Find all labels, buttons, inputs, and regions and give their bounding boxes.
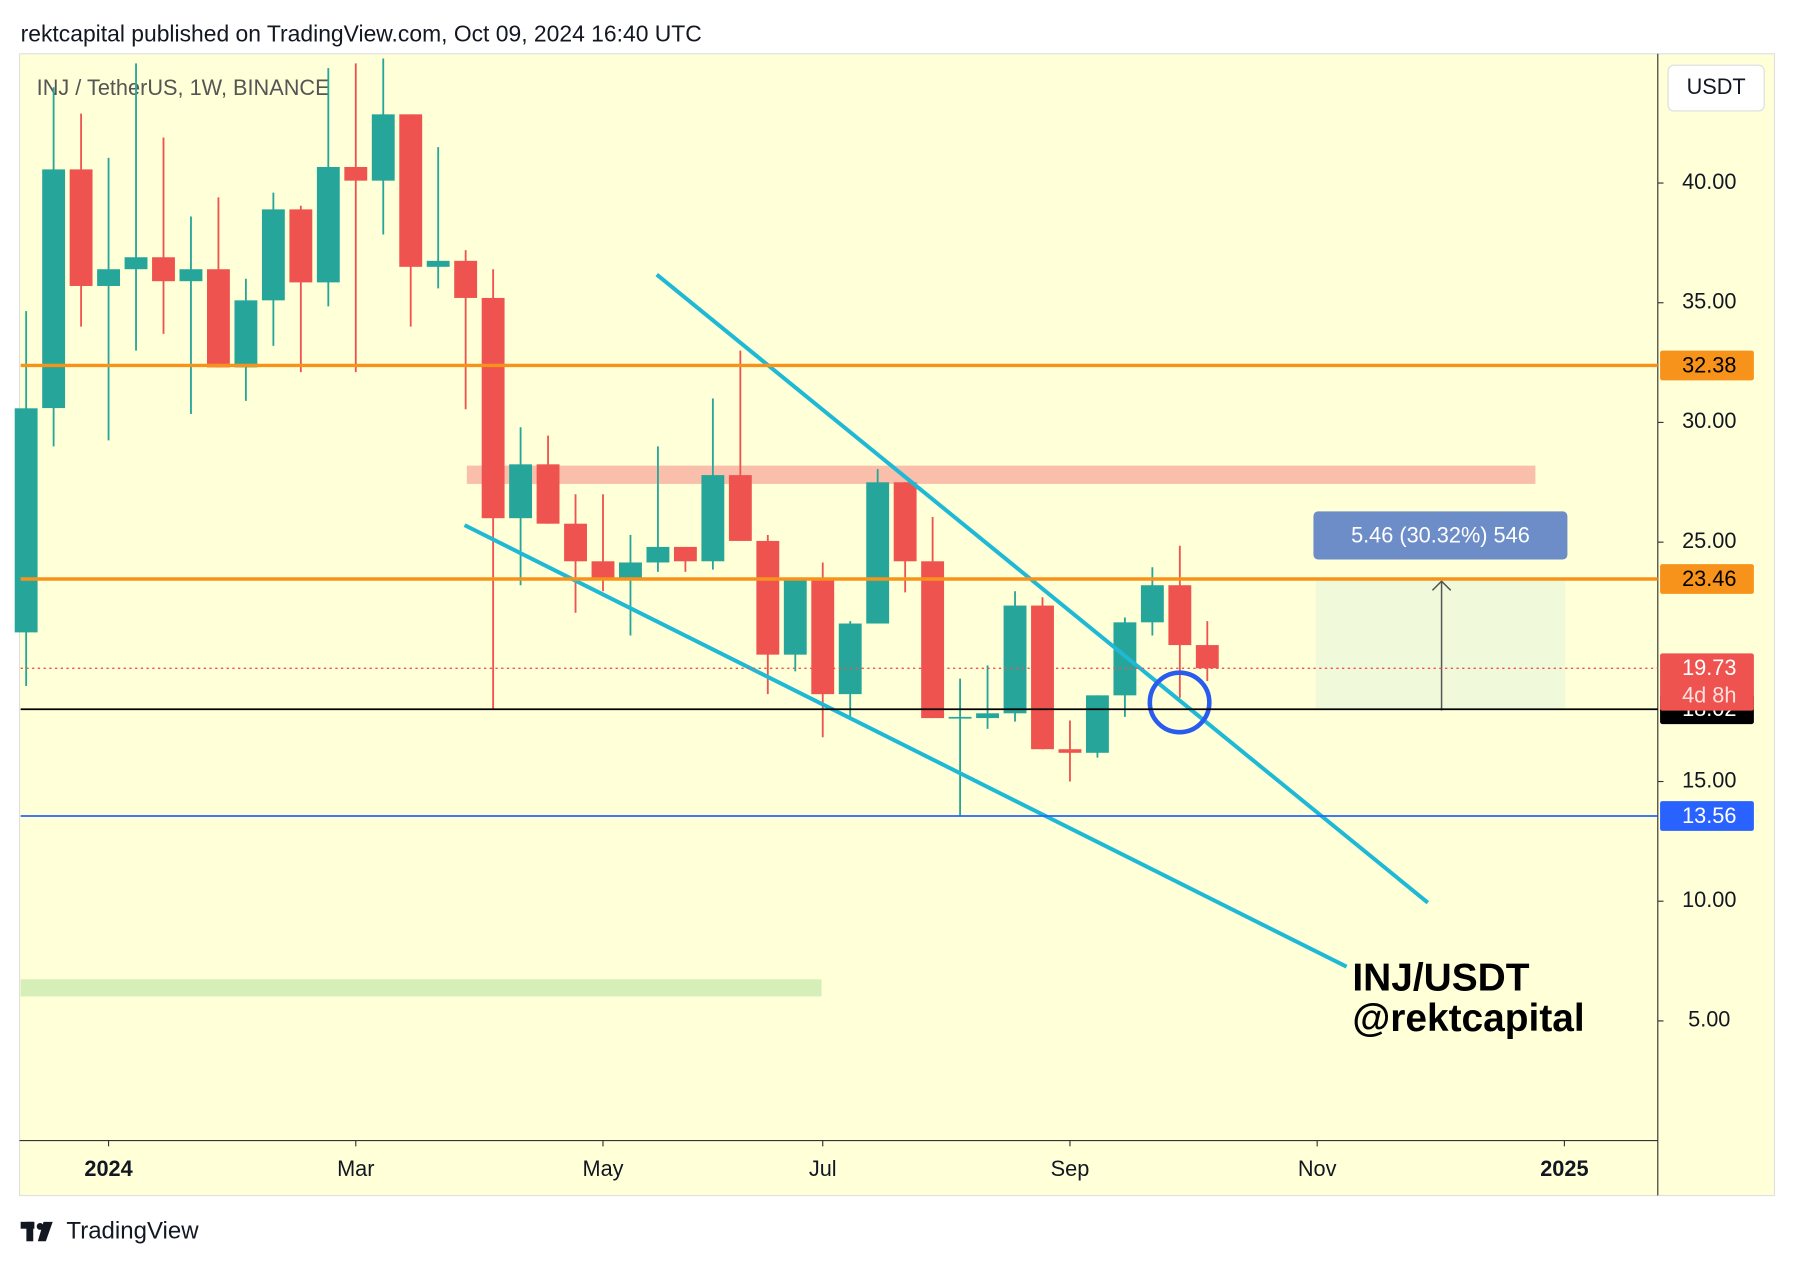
candle-body [289, 209, 313, 283]
candle-body [536, 464, 560, 524]
y-tick-label: 5.00 [1688, 1007, 1730, 1032]
candle-body [1195, 645, 1219, 669]
last-price-box [1660, 653, 1754, 711]
x-tick-label: 2024 [84, 1156, 132, 1181]
candle-body [948, 716, 972, 719]
header: rektcapital published on TradingView.com… [21, 21, 702, 47]
resistance-zone [466, 465, 1536, 484]
candle-body [1168, 585, 1192, 646]
y-tick-label: 35.00 [1682, 288, 1736, 313]
candle-body [152, 257, 175, 282]
price-label-box [1660, 564, 1754, 594]
candle-body [1058, 749, 1082, 753]
measure-label: 5.46 (30.32%) 546 [1351, 522, 1530, 547]
candle-body [481, 297, 505, 519]
candle-body [811, 578, 835, 695]
brand-logo [20, 1221, 53, 1242]
candle-body [14, 408, 38, 633]
measure-box [1315, 580, 1566, 711]
support-zone [20, 979, 822, 997]
candle-body [454, 260, 478, 298]
annotation-line: INJ/USDT [1352, 957, 1529, 1000]
candle-body [673, 546, 697, 562]
candle-body [783, 578, 807, 655]
countdown: 4d 8h [1682, 683, 1736, 708]
candle-body [344, 167, 368, 181]
x-tick-label: Sep [1051, 1156, 1090, 1181]
price-label: 32.38 [1682, 352, 1736, 377]
annotation-line: @rektcapital [1352, 997, 1584, 1040]
candle-body [509, 464, 533, 519]
candle-body [701, 475, 725, 562]
candle-body [234, 300, 258, 368]
brand: TradingView [66, 1217, 199, 1244]
price-label-box [1660, 801, 1754, 831]
candle-body [1031, 605, 1054, 750]
candle-body [866, 482, 890, 624]
y-tick-label: 30.00 [1682, 408, 1736, 433]
candle-body [921, 561, 945, 719]
candle-body [756, 540, 780, 655]
candle-body [69, 169, 93, 286]
candle-body [124, 257, 148, 270]
x-tick-label: Nov [1298, 1156, 1337, 1181]
candle-body [399, 114, 423, 267]
candle-body [371, 114, 395, 181]
candle-body [619, 562, 642, 579]
candle-body [206, 269, 230, 368]
measure-label-box [1313, 511, 1568, 560]
x-tick-label: Jul [809, 1156, 837, 1181]
y-tick-label: 10.00 [1682, 887, 1736, 912]
symbol-title: INJ / TetherUS, 1W, BINANCE [37, 75, 330, 100]
candle-body [316, 167, 340, 283]
x-tick-label: May [582, 1156, 623, 1181]
measure-arrow-head [1431, 580, 1452, 591]
price-label: 13.56 [1682, 803, 1736, 828]
y-tick-label: 25.00 [1682, 528, 1736, 553]
currency-label: USDT [1687, 74, 1746, 99]
candle-body [1085, 695, 1109, 753]
candle-body [97, 269, 121, 286]
candle-body [1113, 622, 1137, 696]
candle-body [42, 169, 66, 409]
candle-body [1140, 585, 1164, 623]
trendline-lower [463, 523, 1348, 969]
candle-body [591, 561, 615, 579]
highlight-circle [1147, 670, 1212, 735]
last-price-label: 19.73 [1682, 655, 1736, 680]
candle-body [261, 209, 285, 301]
candle-body [426, 260, 450, 267]
candle-body [893, 482, 917, 562]
price-label: 23.46 [1682, 566, 1736, 591]
candle-body [646, 546, 670, 563]
candle-body [838, 623, 862, 695]
candle-body [179, 269, 203, 282]
price-label-box [1660, 350, 1754, 381]
candle-body [728, 475, 752, 541]
y-tick-label: 15.00 [1682, 767, 1736, 792]
currency-button[interactable] [1667, 64, 1765, 112]
candle-body [1003, 605, 1027, 714]
candle-body [976, 713, 999, 719]
trendline-upper [655, 273, 1430, 905]
x-tick-label: 2025 [1540, 1156, 1588, 1181]
x-tick-label: Mar [337, 1156, 374, 1181]
y-tick-label: 40.00 [1682, 169, 1736, 194]
candle-body [564, 523, 587, 562]
